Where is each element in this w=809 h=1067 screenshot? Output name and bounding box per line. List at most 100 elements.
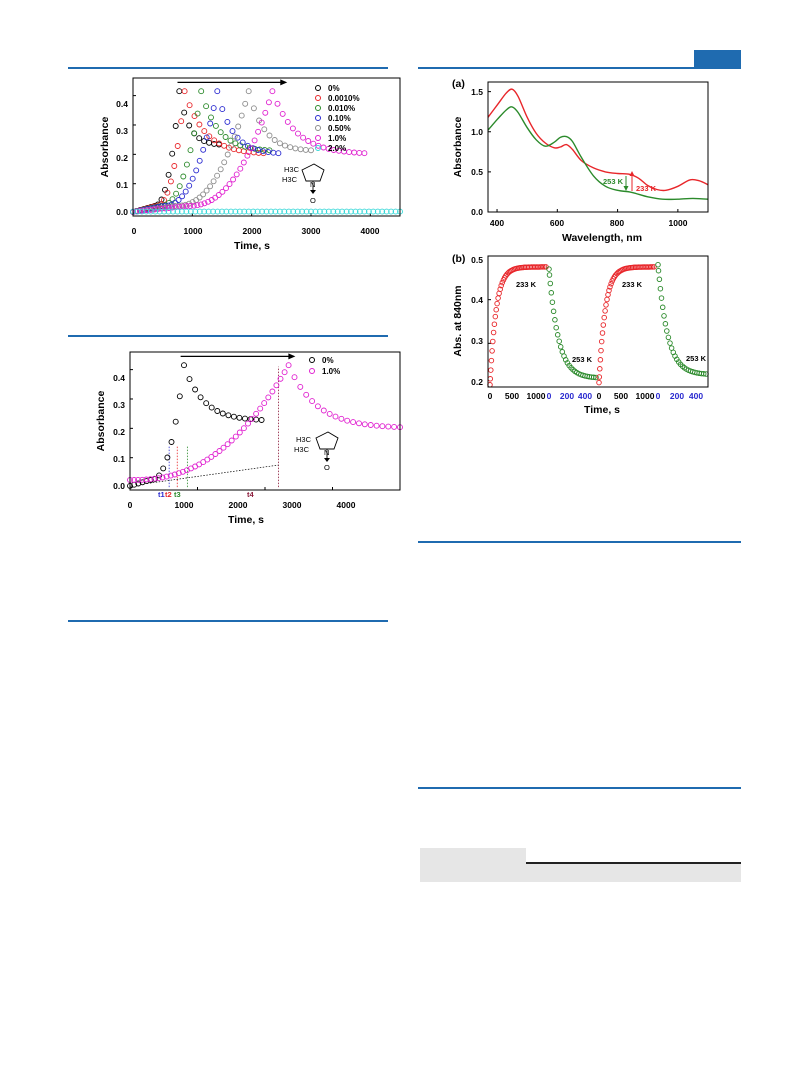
data-point [173, 190, 180, 197]
data-point [208, 114, 214, 121]
segment-label-233k: 233 K [516, 280, 537, 289]
table-header-cell-2 [526, 863, 604, 882]
data-point [176, 183, 183, 190]
data-point [598, 338, 605, 345]
data-point [344, 417, 351, 424]
data-point [320, 407, 327, 414]
data-point [205, 198, 212, 205]
x-tick-label: 3000 [302, 226, 321, 236]
legend-item: 0.0010% [315, 94, 360, 103]
data-point [602, 308, 608, 314]
plot-area [487, 255, 709, 388]
x-tick-label: 0 [128, 500, 133, 510]
data-point [326, 410, 333, 417]
data-point [656, 276, 663, 283]
data-point [176, 203, 183, 210]
segment-1 [546, 266, 599, 381]
data-point [227, 137, 234, 144]
time-marker-lines [146, 366, 279, 488]
data-point [289, 125, 296, 132]
data-point [214, 408, 221, 414]
data-point [649, 264, 656, 270]
data-point [248, 145, 254, 152]
data-series [487, 261, 709, 388]
data-point [240, 159, 247, 166]
data-point [233, 171, 240, 178]
data-point [297, 383, 304, 390]
baseline-tangent [146, 464, 279, 484]
data-point [242, 100, 249, 107]
temperature-arrows [623, 171, 635, 191]
data-point [253, 416, 260, 423]
data-point [214, 208, 221, 215]
data-point [258, 417, 265, 423]
chart-absorbance-vs-time-induction: 0 1000 2000 3000 4000 0.0 0.1 0.2 0.3 0.… [95, 351, 403, 526]
table-header-cell-3 [604, 863, 741, 882]
section-rule-right-1 [418, 541, 741, 543]
annotation-233k: 233 K [636, 184, 657, 193]
data-point [299, 208, 306, 215]
data-point [221, 142, 228, 149]
data-point [339, 208, 346, 215]
data-point [201, 200, 208, 207]
data-point [170, 208, 176, 215]
data-point [236, 429, 243, 436]
plot-area [487, 81, 709, 213]
data-point [338, 415, 345, 422]
segment-2 [596, 264, 657, 386]
data-point [241, 208, 248, 215]
data-point [229, 128, 236, 135]
y-axis-label: Absorbance [99, 117, 111, 178]
axis-ticks [129, 369, 401, 490]
data-point [265, 394, 272, 401]
data-point [158, 204, 164, 211]
data-point [236, 208, 243, 215]
header-tab [694, 50, 741, 67]
segment-3 [655, 261, 709, 377]
data-point [276, 208, 283, 215]
data-point [200, 146, 207, 153]
data-point [598, 347, 604, 354]
data-point [237, 165, 244, 172]
molecule-label: N [324, 448, 329, 457]
y-tick-label: 0.0 [471, 207, 483, 217]
data-point [361, 150, 368, 157]
x-tick-label: 3000 [283, 500, 302, 510]
data-point [235, 147, 242, 154]
data-point [176, 393, 183, 400]
data-point [175, 470, 182, 477]
data-point [230, 413, 237, 420]
data-point [191, 130, 198, 137]
x-tick-labels: 0 500 1000 0 200 400 0 500 1000 0 200 40… [488, 391, 704, 401]
data-point [211, 137, 218, 144]
data-point [332, 413, 339, 420]
data-point [160, 465, 167, 472]
chart-absorbance-vs-time-concentrations: 0 1000 2000 3000 4000 0.0 0.1 0.2 0.3 0.… [99, 77, 403, 252]
data-point [490, 329, 497, 336]
data-point [253, 410, 260, 417]
data-point [131, 477, 138, 483]
y-tick-label: 0.3 [113, 400, 125, 410]
data-point [203, 187, 210, 194]
y-tick-label: 0.1 [116, 180, 128, 190]
data-point [266, 132, 273, 139]
data-point [249, 145, 256, 152]
data-point [210, 105, 217, 112]
plot-frame [129, 351, 401, 491]
legend-item: 0.50% [315, 124, 351, 133]
legend-label: 0.10% [328, 114, 351, 123]
data-point [290, 208, 297, 215]
data-point [352, 208, 359, 215]
data-point [546, 266, 552, 272]
data-point [383, 208, 390, 215]
data-point [284, 118, 291, 125]
data-point [181, 362, 187, 369]
data-point [348, 208, 354, 215]
y-tick-labels: 0.0 0.1 0.2 0.3 0.4 [113, 373, 125, 491]
data-point [287, 144, 294, 151]
data-point [295, 130, 301, 137]
data-point [161, 208, 168, 215]
data-point [590, 374, 597, 381]
data-point [169, 150, 176, 157]
plot-frame [132, 77, 401, 217]
